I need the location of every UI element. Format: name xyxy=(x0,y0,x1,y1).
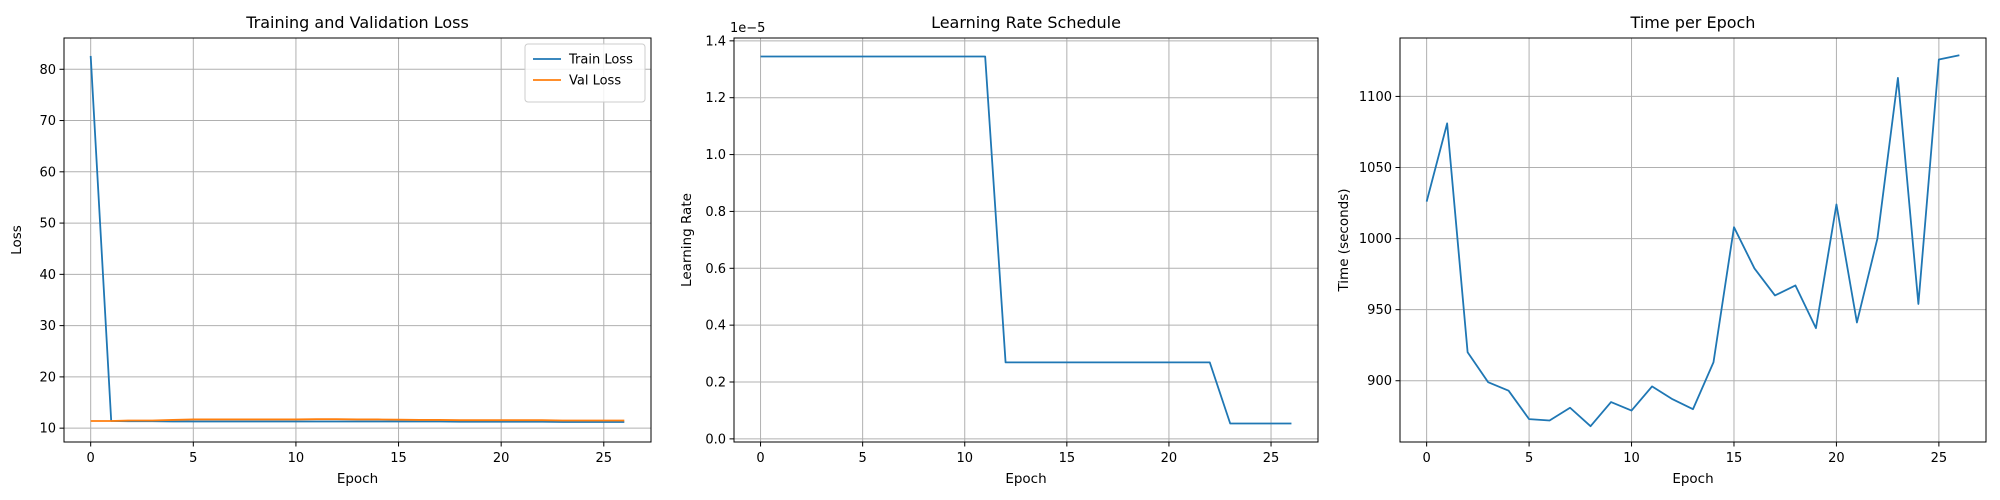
x-tick-label: 10 xyxy=(288,451,305,466)
x-tick-label: 15 xyxy=(390,451,407,466)
y-tick-label: 1050 xyxy=(1359,161,1392,176)
series-line-line xyxy=(1425,54,1960,428)
y-tick-label: 70 xyxy=(39,114,56,129)
subplot-1: 0 5 10 15 20 25 10 20 30 40 50 60 70 80 Training and V… xyxy=(9,13,652,487)
x-tick-label: 15 xyxy=(1726,451,1743,466)
y-tick-label: 0.8 xyxy=(705,205,726,220)
x-tick-label: 5 xyxy=(859,451,867,466)
y-tick-label: 0.6 xyxy=(705,262,726,277)
y-axis-label: Time (seconds) xyxy=(1336,188,1352,292)
y-tick-label: 0.0 xyxy=(705,432,726,447)
x-tick-label: 5 xyxy=(189,451,197,466)
series-line-val-loss xyxy=(90,418,625,422)
y-axis-label: Loss xyxy=(9,225,25,255)
y-tick-label: 50 xyxy=(39,217,56,232)
y-tick-label: 1.4 xyxy=(705,34,726,49)
y-tick-label: 0.2 xyxy=(705,376,726,391)
x-tick-label: 20 xyxy=(1828,451,1845,466)
y-tick-label: 900 xyxy=(1367,374,1392,389)
y-tick-label: 1000 xyxy=(1359,232,1392,247)
y-tick-label: 80 xyxy=(39,63,56,78)
x-axis-label: Epoch xyxy=(1672,471,1713,487)
chart-title: Learning Rate Schedule xyxy=(931,13,1121,32)
x-tick-label: 0 xyxy=(1422,451,1430,466)
legend-label: Train Loss xyxy=(568,53,633,68)
y-tick-label: 1100 xyxy=(1359,90,1392,105)
axes-frame xyxy=(1399,37,1987,443)
x-tick-label: 20 xyxy=(1161,451,1178,466)
subplot-2: 0 5 10 15 20 25 0.0 0.2 0.4 0.6 0.8 1.0 1.2 1.4 Learni… xyxy=(679,13,1319,487)
y-tick-label: 30 xyxy=(39,319,56,334)
subplot-3: 0 5 10 15 20 25 900 950 1000 1050 1100 Time per Epo… xyxy=(1336,13,1987,487)
x-tick-label: 25 xyxy=(1263,451,1280,466)
y-tick-label: 1.0 xyxy=(705,148,726,163)
x-tick-label: 15 xyxy=(1059,451,1076,466)
y-tick-label: 0.4 xyxy=(705,319,726,334)
series-line-train-loss xyxy=(89,55,625,423)
y-tick-label: 60 xyxy=(39,165,56,180)
y-tick-label: 10 xyxy=(39,422,56,437)
x-tick-label: 20 xyxy=(493,451,510,466)
y-axis-label: Learning Rate xyxy=(679,193,695,287)
x-tick-label: 5 xyxy=(1525,451,1533,466)
y-axis-offset-text: 1e−5 xyxy=(730,21,765,36)
x-axis-label: Epoch xyxy=(337,471,378,487)
chart-title: Time per Epoch xyxy=(1630,13,1756,32)
y-tick-label: 20 xyxy=(39,370,56,385)
x-tick-label: 10 xyxy=(1623,451,1640,466)
y-tick-label: 40 xyxy=(39,268,56,283)
y-tick-label: 1.2 xyxy=(705,91,726,106)
axes-frame xyxy=(63,37,652,443)
axes-frame xyxy=(733,37,1319,443)
x-tick-label: 10 xyxy=(956,451,973,466)
chart-title: Training and Validation Loss xyxy=(245,13,469,32)
x-tick-label: 0 xyxy=(87,451,95,466)
legend-label: Val Loss xyxy=(569,74,621,89)
x-tick-label: 0 xyxy=(756,451,764,466)
x-axis-label: Epoch xyxy=(1005,471,1046,487)
series-line-line xyxy=(760,55,1292,425)
y-tick-label: 950 xyxy=(1367,303,1392,318)
x-tick-label: 25 xyxy=(1931,451,1948,466)
x-tick-label: 25 xyxy=(596,451,613,466)
legend: Train Loss Val Loss xyxy=(524,43,646,103)
